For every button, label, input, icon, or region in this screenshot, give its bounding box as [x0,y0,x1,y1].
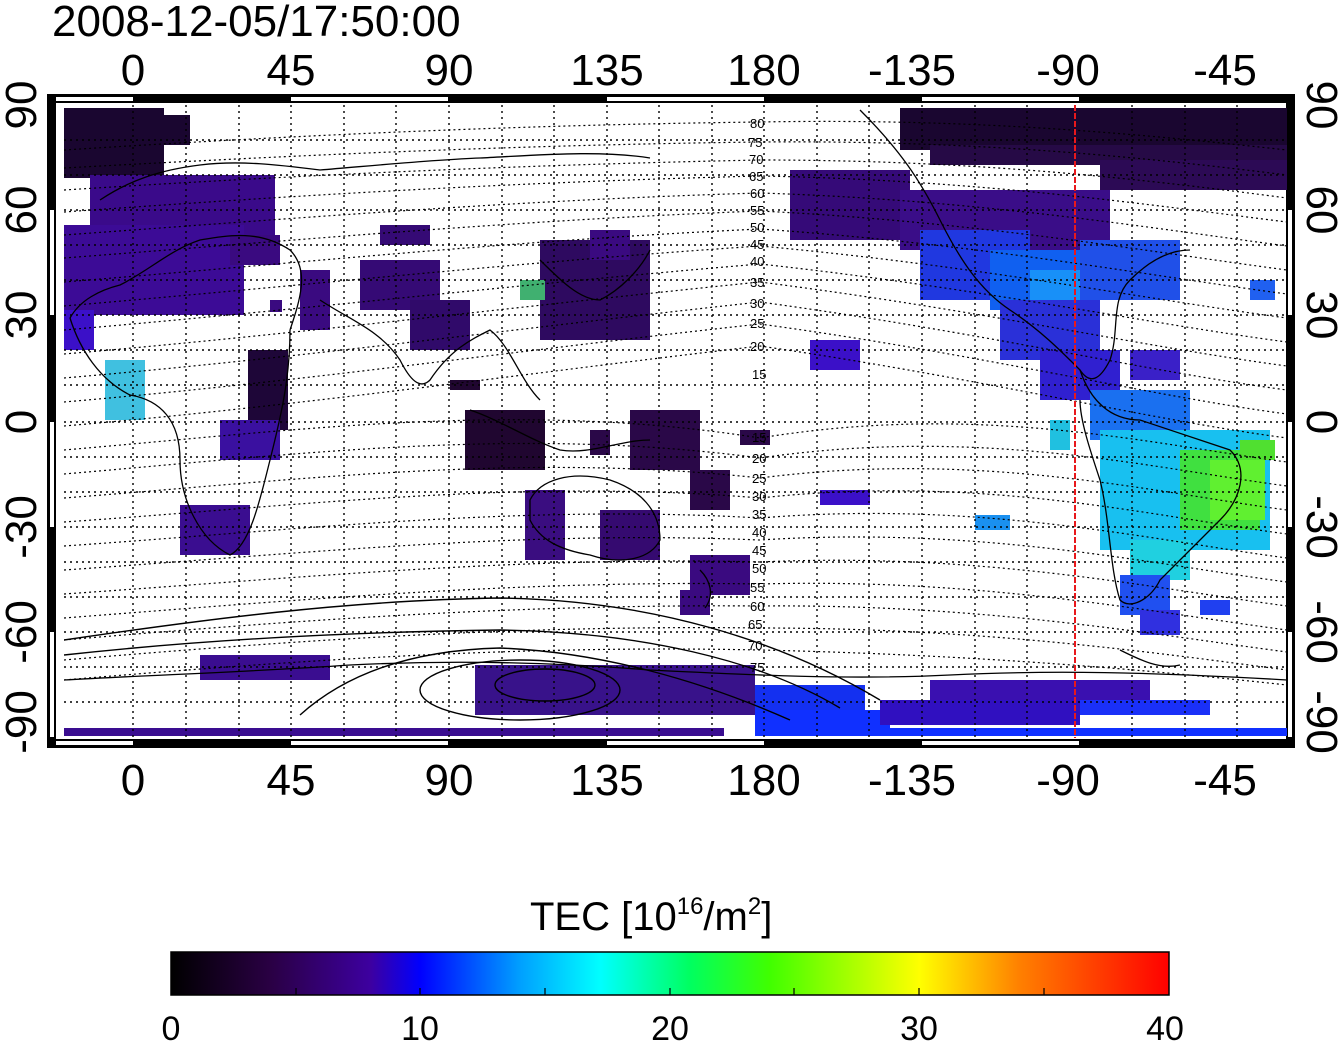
frame-tick-bars [48,95,1294,747]
lat-tick-label: -90 [1297,690,1340,754]
colorbar-tick-label: 20 [651,1010,689,1042]
lon-tick-label: 135 [570,756,643,805]
lat-tick-label: -90 [0,690,46,754]
contour-labels-south: 15 20 25 30 35 40 45 50 55 60 65 70 75 [748,430,766,675]
lat-tick-label: 30 [0,291,46,340]
lon-tick-label: 135 [570,46,643,95]
lat-tick-label: 0 [1297,410,1340,434]
contour-label: 80 [750,116,764,131]
contour-label: 40 [752,525,766,540]
lon-tick-label: 45 [267,46,316,95]
lon-axis-bottom: 0 45 90 135 180 -135 -90 -45 [121,756,1257,805]
colorbar-ticks [295,988,1045,995]
lon-tick-label: -45 [1193,46,1257,95]
lat-tick-label: -60 [1297,600,1340,664]
contour-label: 30 [752,489,766,504]
contour-label: 20 [752,451,766,466]
lat-tick-label: -30 [0,495,46,559]
contour-label: 45 [750,237,764,252]
contour-label: 25 [750,316,764,331]
contour-label: 15 [752,430,766,445]
contour-labels-north: 80 75 70 65 60 55 50 45 40 35 30 25 20 1… [748,116,766,382]
contour-label: 30 [750,296,764,311]
lon-tick-label: -135 [868,46,956,95]
contour-label: 60 [750,599,764,614]
lon-tick-label: 0 [121,756,145,805]
contour-label: 75 [748,135,762,150]
contour-label: 35 [750,275,764,290]
contour-label: 40 [750,254,764,269]
lon-tick-label: 180 [727,46,800,95]
contour-label: 60 [750,186,764,201]
lon-tick-label: 0 [121,46,145,95]
lon-tick-label: 45 [267,756,316,805]
colorbar-tick-label: 30 [900,1010,938,1042]
colorbar-tick-label: 0 [162,1010,181,1042]
contour-label: 70 [749,152,763,167]
lon-axis-top: 0 45 90 135 180 -135 -90 -45 [121,46,1257,95]
contour-label: 20 [750,339,764,354]
tec-data-layer [64,108,1287,736]
lat-tick-label: 60 [0,186,46,235]
lon-tick-label: 90 [425,46,474,95]
contour-label: 50 [750,220,764,235]
lat-tick-label: 90 [1297,81,1340,130]
contour-label: 35 [752,507,766,522]
colorbar-tick-labels: 0 10 20 30 40 [162,1010,1184,1047]
lon-tick-label: -135 [868,756,956,805]
lon-tick-label: 90 [425,756,474,805]
magnetic-latitude-contours [64,120,1287,686]
contour-label: 75 [750,660,764,675]
lat-tick-label: 90 [0,81,46,130]
colorbar-tick-label: 40 [1146,1010,1184,1042]
colorbar-tick-label: 10 [401,1010,439,1042]
contour-label: 55 [750,580,764,595]
lat-tick-label: -60 [0,600,46,664]
lat-tick-label: 0 [0,410,46,434]
colorbar-title: TEC [1016/m2] [530,893,772,939]
contour-label: 50 [752,561,766,576]
lon-tick-label: -45 [1193,756,1257,805]
lat-axis-right: 90 60 30 0 -30 -60 -90 [1297,81,1340,754]
lat-tick-label: -30 [1297,495,1340,559]
timestamp-title: 2008-12-05/17:50:00 [52,0,461,46]
magnetic-pole-contours [64,597,881,721]
lat-axis-left: 90 60 30 0 -30 -60 -90 [0,81,46,754]
coastlines [64,109,1287,681]
lon-tick-label: -90 [1036,756,1100,805]
contour-label: 55 [750,203,764,218]
lat-tick-label: 60 [1297,186,1340,235]
lon-tick-label: 180 [727,756,800,805]
lat-tick-label: 30 [1297,291,1340,340]
lon-tick-label: -90 [1036,46,1100,95]
contour-label: 70 [748,638,762,653]
contour-label: 65 [749,169,763,184]
contour-label: 45 [752,543,766,558]
contour-label: 15 [752,367,766,382]
contour-label: 65 [748,617,762,632]
contour-label: 25 [752,471,766,486]
